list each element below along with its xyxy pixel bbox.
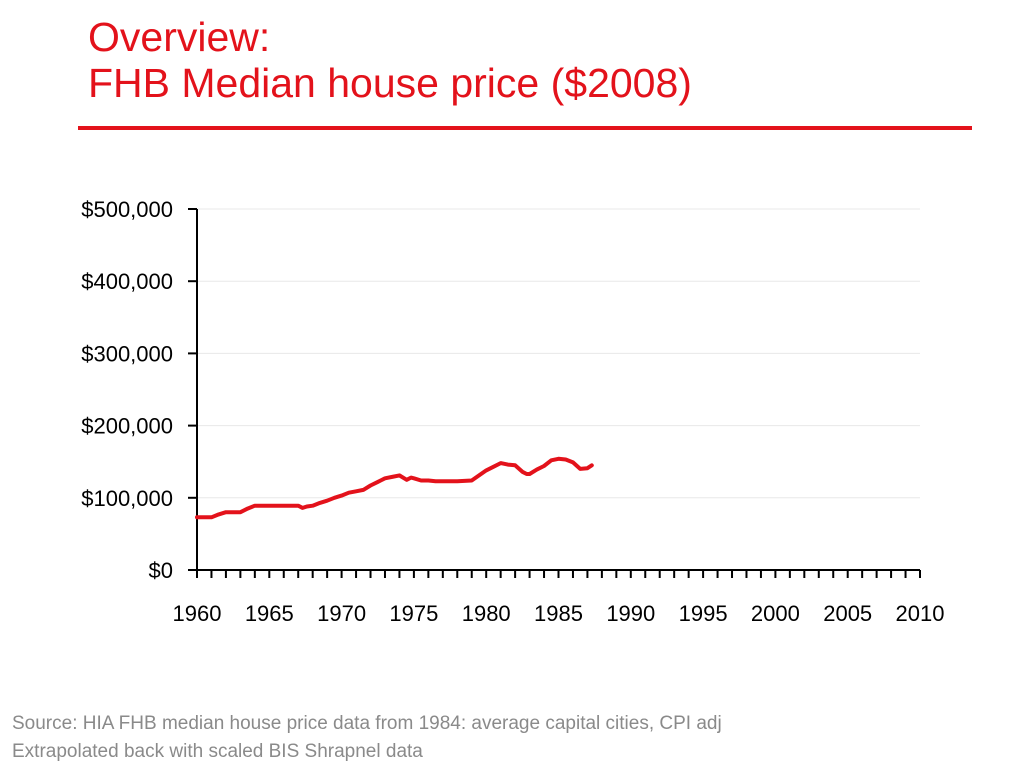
title-line-1: Overview: <box>88 14 271 60</box>
source-line-2: Extrapolated back with scaled BIS Shrapn… <box>12 741 423 762</box>
x-tick-label: 2010 <box>896 601 945 626</box>
x-tick-label: 1985 <box>534 601 583 626</box>
x-tick-label: 1965 <box>245 601 294 626</box>
title-underline <box>78 126 972 130</box>
y-tick-label: $0 <box>149 558 173 583</box>
y-tick-label: $500,000 <box>81 197 173 222</box>
x-tick-label: 1970 <box>317 601 366 626</box>
x-tick-label: 1995 <box>679 601 728 626</box>
title-line-2: FHB Median house price ($2008) <box>88 60 692 106</box>
y-tick-label: $300,000 <box>81 341 173 366</box>
x-tick-label: 2005 <box>823 601 872 626</box>
x-tick-label: 2000 <box>751 601 800 626</box>
x-tick-label: 1975 <box>389 601 438 626</box>
y-tick-label: $400,000 <box>81 269 173 294</box>
y-tick-label: $100,000 <box>81 486 173 511</box>
source-note: Source: HIA FHB median house price data … <box>12 710 722 766</box>
series-line <box>195 456 594 520</box>
x-tick-label: 1990 <box>606 601 655 626</box>
y-tick-label: $200,000 <box>81 414 173 439</box>
x-tick-label: 1980 <box>462 601 511 626</box>
x-tick-label: 1960 <box>173 601 222 626</box>
slide-title: Overview: FHB Median house price ($2008) <box>88 14 692 106</box>
source-line-1: Source: HIA FHB median house price data … <box>12 713 722 734</box>
